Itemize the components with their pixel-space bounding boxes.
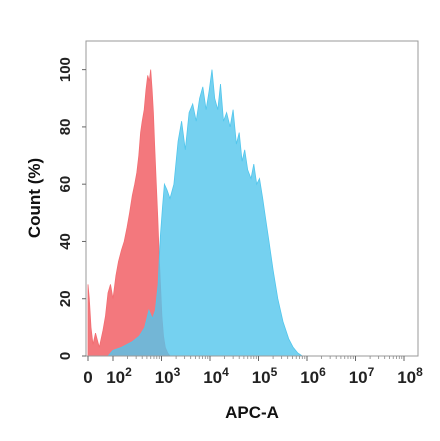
- y-tick-label: 60: [57, 176, 74, 193]
- x-axis-label: APC-A: [225, 403, 279, 422]
- x-tick-label: 108: [397, 365, 423, 387]
- series-layer: [87, 69, 304, 357]
- x-axis-ticks: 0 102 103 104 105 106 107 108: [83, 356, 423, 387]
- y-axis-ticks: 0 20 40 60 80 100: [57, 57, 86, 360]
- y-tick-label: 80: [57, 119, 74, 136]
- y-tick-label: 100: [57, 57, 74, 82]
- x-tick-label: 102: [106, 365, 132, 387]
- x-tick-label: 103: [155, 365, 181, 387]
- x-tick-label: 105: [252, 365, 278, 387]
- y-tick-label: 20: [57, 290, 74, 307]
- histogram-series-2: [107, 69, 304, 357]
- x-tick-label: 106: [300, 365, 326, 387]
- plot-frame: [85, 40, 419, 357]
- x-tick-label: 107: [349, 365, 375, 387]
- x-tick-label: 0: [83, 368, 92, 387]
- y-tick-label: 40: [57, 233, 74, 250]
- x-tick-label: 104: [203, 365, 229, 387]
- y-axis-label: Count (%): [25, 158, 44, 238]
- y-tick-label: 0: [57, 352, 74, 360]
